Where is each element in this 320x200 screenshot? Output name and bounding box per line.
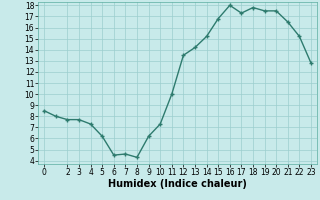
X-axis label: Humidex (Indice chaleur): Humidex (Indice chaleur) <box>108 179 247 189</box>
